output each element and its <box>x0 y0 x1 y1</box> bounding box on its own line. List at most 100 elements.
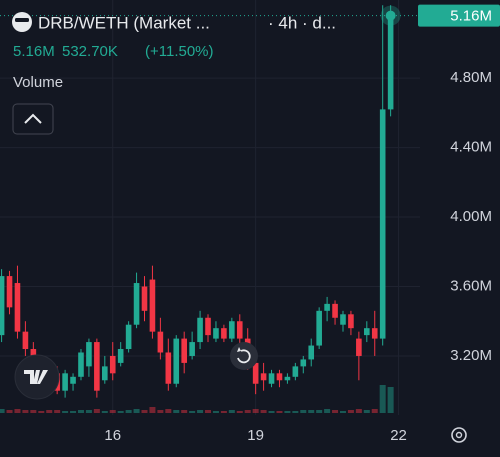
reset-icon <box>237 349 251 364</box>
candle-body <box>371 328 378 339</box>
volume-bar <box>165 409 172 413</box>
y-tick-label: 4.40M <box>450 139 492 156</box>
volume-bar <box>228 410 235 413</box>
settings-button[interactable] <box>451 427 467 443</box>
gear-ring <box>451 427 467 443</box>
volume-bar <box>276 411 283 413</box>
candle-body <box>324 303 330 311</box>
volume-label: Volume <box>13 74 63 91</box>
candles <box>0 5 394 398</box>
volume-bar <box>6 410 13 413</box>
price-label: 5.16M <box>450 8 492 25</box>
reset-arrow <box>237 347 241 352</box>
candle-body <box>149 279 156 332</box>
volume-bar <box>300 410 307 413</box>
candle-body <box>86 342 92 367</box>
candle-body <box>102 366 108 381</box>
candle-body <box>6 276 13 308</box>
candle-body <box>94 342 100 391</box>
candle-body <box>62 373 68 391</box>
candle-body <box>189 342 195 356</box>
volume-bar <box>38 411 45 413</box>
price-label-box <box>418 4 500 27</box>
volume-bar <box>268 411 275 413</box>
candle-body <box>133 283 140 325</box>
candle-body <box>117 349 124 363</box>
volume-bar <box>260 410 267 413</box>
candle-body <box>14 283 21 332</box>
candle-body <box>22 331 29 350</box>
candle-body <box>379 109 386 339</box>
last-price-dot <box>385 10 396 21</box>
volume-bar <box>62 411 69 413</box>
volume-bar <box>173 410 180 413</box>
volume-bar <box>236 411 243 413</box>
candle-body <box>165 352 172 384</box>
volume-bar <box>141 410 148 413</box>
volume-bar <box>77 410 84 413</box>
y-tick-label: 3.60M <box>450 277 492 294</box>
volume-bar <box>363 410 370 413</box>
volume-bar <box>347 410 354 413</box>
change: 532.70K <box>62 43 118 60</box>
volume-bar <box>125 410 132 413</box>
candle-body <box>292 366 299 377</box>
candle-body <box>125 324 132 350</box>
volume-bar <box>22 410 29 413</box>
volume-bar <box>0 409 5 413</box>
volume-bar <box>85 410 92 413</box>
volume-bar <box>197 410 204 413</box>
y-tick-label: 3.20M <box>450 347 492 364</box>
symbol-title: DRB/WETH (Market ... <box>38 13 210 32</box>
change-percent: (+11.50%) <box>145 43 214 60</box>
volume-bar <box>324 409 331 413</box>
volume-bar <box>109 410 116 413</box>
tv-logo-mark <box>24 370 48 384</box>
grid <box>0 0 420 415</box>
volume-bar <box>220 411 227 413</box>
volume-bar <box>308 410 315 413</box>
candle-body <box>141 286 148 311</box>
candle-body <box>173 338 180 384</box>
volume-bar <box>54 410 61 413</box>
candle-body <box>157 331 164 353</box>
candle-body <box>229 321 235 339</box>
candle-body <box>260 373 267 381</box>
candle-body <box>340 314 346 325</box>
candle-body <box>300 359 307 367</box>
candle-body <box>356 338 362 356</box>
volume-bar <box>212 411 219 413</box>
last-price: 5.16M <box>13 43 55 60</box>
volume-bar <box>339 411 346 413</box>
reset-button[interactable] <box>230 342 258 370</box>
candle-body <box>197 317 203 343</box>
volume-bar <box>189 411 196 413</box>
volume-bar <box>379 385 386 413</box>
volume-bar <box>46 410 53 413</box>
candle-body <box>308 345 315 360</box>
volume-bar <box>332 410 339 413</box>
volume-bar <box>14 409 21 413</box>
candle-body <box>109 355 116 374</box>
candle-body <box>284 376 291 381</box>
volume-bar <box>93 409 100 413</box>
volume-bar <box>133 409 140 413</box>
volume-bars <box>0 385 394 413</box>
gear-hub <box>455 431 463 439</box>
volume-bar <box>252 409 259 413</box>
volume-bar <box>284 411 291 413</box>
candle-body <box>0 276 5 336</box>
volume-bar <box>316 410 323 413</box>
candle-body <box>205 317 211 336</box>
candle-body <box>332 303 338 318</box>
candle-body <box>364 328 370 336</box>
x-tick-label: 22 <box>390 427 407 444</box>
volume-bar <box>117 411 124 413</box>
x-tick-label: 19 <box>247 427 264 444</box>
chevron-icon <box>24 113 42 124</box>
collapse-button[interactable] <box>12 103 54 135</box>
volume-bar <box>355 409 362 413</box>
overlay: 3.20M 3.60M 4.00M 4.40M 4.80M 16 19 22 5.16M <box>0 4 500 444</box>
volume-bar <box>70 411 77 413</box>
